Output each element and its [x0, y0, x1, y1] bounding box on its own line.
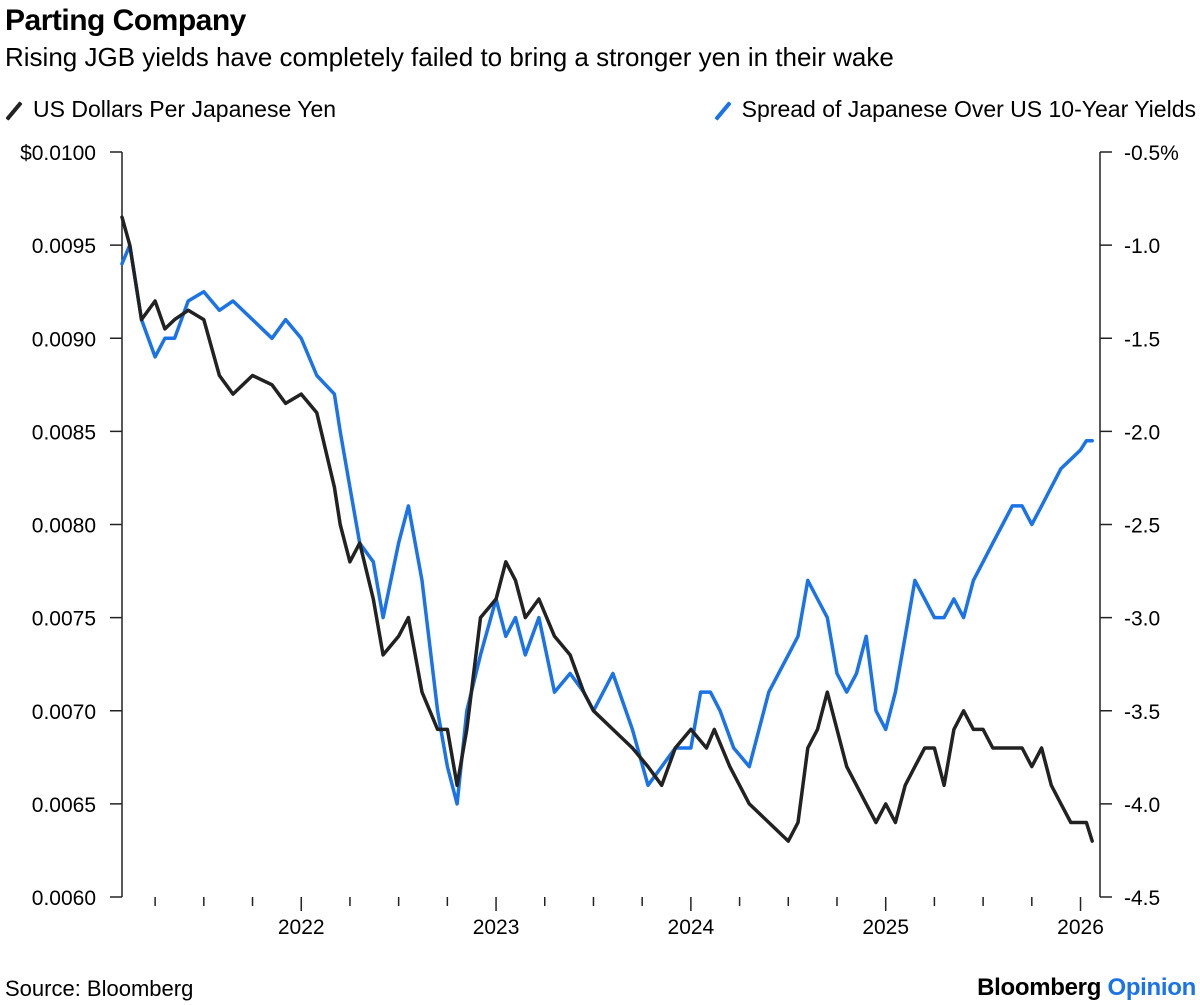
legend-item-yen: US Dollars Per Japanese Yen [5, 96, 336, 123]
left-axis-tick-label: 0.0060 [32, 887, 96, 910]
x-axis-tick-label: 2022 [278, 916, 325, 939]
chart-lines [120, 215, 1094, 843]
legend-item-spread: Spread of Japanese Over US 10-Year Yield… [714, 96, 1196, 123]
right-axis-tick-label: -1.5 [1124, 328, 1160, 351]
x-axis-tick-label: 2026 [1057, 916, 1104, 939]
right-axis-tick-label: -4.5 [1124, 887, 1160, 910]
series-line-yen [120, 215, 1094, 843]
legend-swatch-yen [5, 101, 23, 119]
left-axis-tick-label: 0.0065 [32, 794, 96, 817]
right-axis-tick-label: -0.5% [1124, 142, 1179, 165]
left-axis-tick-label: 0.0095 [32, 235, 96, 258]
legend-label-spread: Spread of Japanese Over US 10-Year Yield… [741, 96, 1196, 122]
source-note: Source: Bloomberg [5, 976, 194, 1001]
brand-accent: Opinion [1107, 974, 1196, 1001]
right-axis-tick-label: -2.0 [1124, 421, 1160, 444]
left-axis-tick-label: 0.0085 [32, 421, 96, 444]
chart-title: Parting Company [5, 4, 246, 37]
right-axis-tick-label: -1.0 [1124, 235, 1160, 258]
left-axis-tick-label: 0.0070 [32, 701, 96, 724]
left-axis-tick-label: $0.0100 [20, 142, 96, 165]
brand-logo: Bloomberg Opinion [977, 974, 1196, 1002]
chart-axes: 0.0060 0.0065 0.0070 0.0075 0.0080 0.0085 0.00… [20, 142, 1179, 939]
x-axis-tick-label: 2025 [862, 916, 909, 939]
right-axis-tick-label: -3.5 [1124, 701, 1160, 724]
left-axis-tick-label: 0.0080 [32, 515, 96, 538]
chart-subtitle: Rising JGB yields have completely failed… [5, 42, 894, 72]
series-line-spread [120, 243, 1094, 806]
left-axis-tick-label: 0.0075 [32, 608, 96, 631]
brand-main: Bloomberg [977, 974, 1102, 1001]
left-axis-tick-label: 0.0090 [32, 328, 96, 351]
x-axis-tick-label: 2023 [473, 916, 520, 939]
x-axis-tick-label: 2024 [668, 916, 715, 939]
right-axis-tick-label: -2.5 [1124, 515, 1160, 538]
line-chart: 0.0060 0.0065 0.0070 0.0075 0.0080 0.0085 0.00… [20, 142, 1179, 939]
right-axis-tick-label: -3.0 [1124, 608, 1160, 631]
legend-label-yen: US Dollars Per Japanese Yen [33, 96, 337, 122]
legend-swatch-spread [714, 101, 732, 119]
right-axis-tick-label: -4.0 [1124, 794, 1160, 817]
